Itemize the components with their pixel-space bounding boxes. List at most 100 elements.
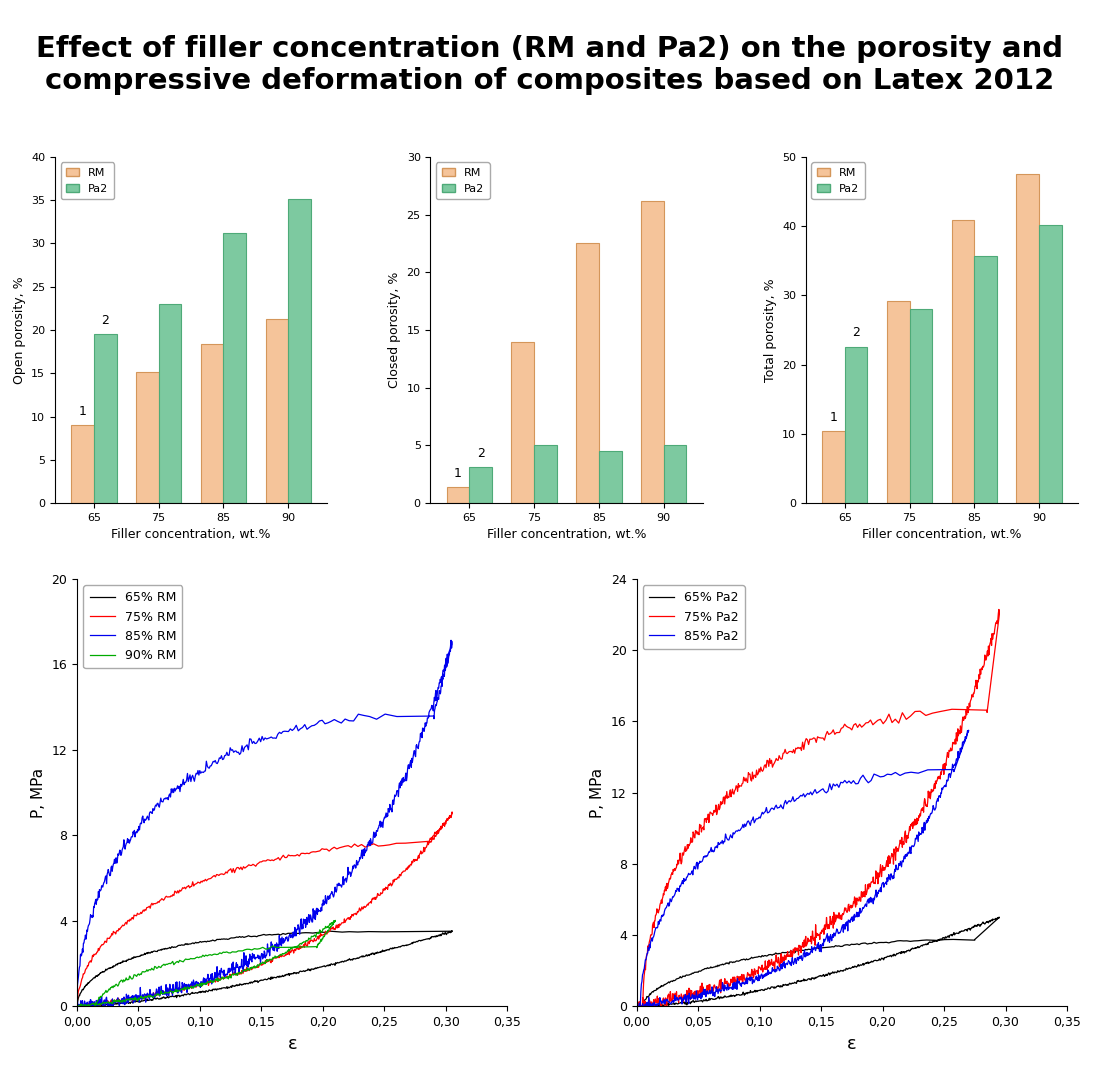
Text: 2: 2 xyxy=(476,447,485,460)
Bar xyxy=(663,446,686,503)
65% RM xyxy=(72,1000,85,1013)
Line: 85% RM: 85% RM xyxy=(77,641,452,1006)
75% Pa2 xyxy=(972,668,986,681)
Bar xyxy=(535,446,557,503)
90% RM xyxy=(329,914,342,927)
85% Pa2 xyxy=(949,761,962,774)
75% Pa2 xyxy=(728,971,741,984)
Line: 65% RM: 65% RM xyxy=(77,931,452,1006)
Bar xyxy=(887,301,910,503)
65% Pa2 xyxy=(862,956,876,969)
X-axis label: Filler concentration, wt.%: Filler concentration, wt.% xyxy=(862,528,1022,541)
Line: 85% Pa2: 85% Pa2 xyxy=(637,730,969,1006)
75% Pa2 xyxy=(992,603,1005,616)
85% Pa2 xyxy=(714,835,727,848)
75% RM xyxy=(132,990,145,1003)
90% RM xyxy=(245,962,258,975)
75% RM xyxy=(446,805,459,818)
65% RM xyxy=(194,935,207,948)
75% RM xyxy=(311,929,324,942)
65% Pa2 xyxy=(976,926,989,939)
Bar xyxy=(447,487,470,503)
65% RM xyxy=(70,999,84,1012)
Text: 2: 2 xyxy=(101,314,109,327)
65% RM xyxy=(124,952,138,965)
65% RM xyxy=(238,931,251,944)
65% RM xyxy=(132,995,145,1008)
X-axis label: Filler concentration, wt.%: Filler concentration, wt.% xyxy=(486,528,647,541)
75% Pa2 xyxy=(636,1000,649,1013)
Legend: RM, Pa2: RM, Pa2 xyxy=(60,162,114,199)
85% RM xyxy=(139,995,152,1008)
90% RM xyxy=(170,986,184,999)
85% RM xyxy=(70,1000,84,1013)
X-axis label: Filler concentration, wt.%: Filler concentration, wt.% xyxy=(111,528,271,541)
Line: 65% Pa2: 65% Pa2 xyxy=(637,918,1000,1006)
85% Pa2 xyxy=(962,724,976,737)
Text: 1: 1 xyxy=(829,411,837,424)
75% RM xyxy=(73,1000,86,1013)
75% RM xyxy=(293,849,306,862)
Bar xyxy=(72,425,94,503)
65% Pa2 xyxy=(630,1000,644,1013)
Line: 75% Pa2: 75% Pa2 xyxy=(637,609,1000,1006)
Text: 2: 2 xyxy=(852,327,860,340)
85% RM xyxy=(444,634,458,647)
Line: 75% RM: 75% RM xyxy=(77,812,452,1006)
85% RM xyxy=(441,651,454,664)
90% RM xyxy=(328,914,341,927)
Bar xyxy=(158,304,182,503)
Legend: RM, Pa2: RM, Pa2 xyxy=(812,162,865,199)
85% RM xyxy=(192,768,206,781)
Y-axis label: Closed porosity, %: Closed porosity, % xyxy=(388,272,401,388)
Bar xyxy=(223,233,246,503)
Legend: RM, Pa2: RM, Pa2 xyxy=(436,162,490,199)
65% Pa2 xyxy=(736,953,749,966)
85% RM xyxy=(172,981,185,994)
75% Pa2 xyxy=(750,764,763,777)
75% Pa2 xyxy=(705,807,718,820)
90% RM xyxy=(274,941,287,954)
Y-axis label: P, MPa: P, MPa xyxy=(31,767,46,818)
85% Pa2 xyxy=(760,968,773,981)
Bar xyxy=(136,371,158,503)
Bar xyxy=(512,342,535,503)
Y-axis label: P, MPa: P, MPa xyxy=(591,767,605,818)
85% Pa2 xyxy=(685,992,698,1005)
65% Pa2 xyxy=(636,1000,649,1013)
Bar xyxy=(470,467,492,503)
Bar xyxy=(288,199,311,503)
85% RM xyxy=(425,702,438,715)
65% Pa2 xyxy=(772,979,785,992)
65% RM xyxy=(218,981,231,994)
Line: 90% RM: 90% RM xyxy=(77,921,336,1006)
65% Pa2 xyxy=(993,911,1007,924)
85% RM xyxy=(144,805,157,818)
90% RM xyxy=(70,1000,84,1013)
X-axis label: ε: ε xyxy=(287,1034,297,1053)
90% RM xyxy=(139,990,152,1003)
85% Pa2 xyxy=(630,998,644,1011)
Bar xyxy=(952,220,975,503)
75% Pa2 xyxy=(630,1000,644,1013)
65% Pa2 xyxy=(690,994,703,1007)
Bar xyxy=(265,319,288,503)
90% RM xyxy=(299,936,312,949)
75% RM xyxy=(422,836,436,849)
Bar xyxy=(576,243,598,503)
65% RM xyxy=(70,1000,84,1013)
90% RM xyxy=(89,1000,102,1013)
85% Pa2 xyxy=(825,783,838,796)
Bar xyxy=(641,201,663,503)
Bar xyxy=(1016,174,1040,503)
65% RM xyxy=(311,961,324,974)
65% RM xyxy=(446,924,459,937)
X-axis label: ε: ε xyxy=(847,1034,857,1053)
Legend: 65% Pa2, 75% Pa2, 85% Pa2: 65% Pa2, 75% Pa2, 85% Pa2 xyxy=(642,585,745,649)
Bar xyxy=(822,431,845,503)
Bar xyxy=(94,334,117,503)
75% RM xyxy=(70,1000,84,1013)
85% Pa2 xyxy=(631,1000,645,1013)
Y-axis label: Total porosity, %: Total porosity, % xyxy=(763,278,777,382)
75% RM xyxy=(167,889,180,902)
